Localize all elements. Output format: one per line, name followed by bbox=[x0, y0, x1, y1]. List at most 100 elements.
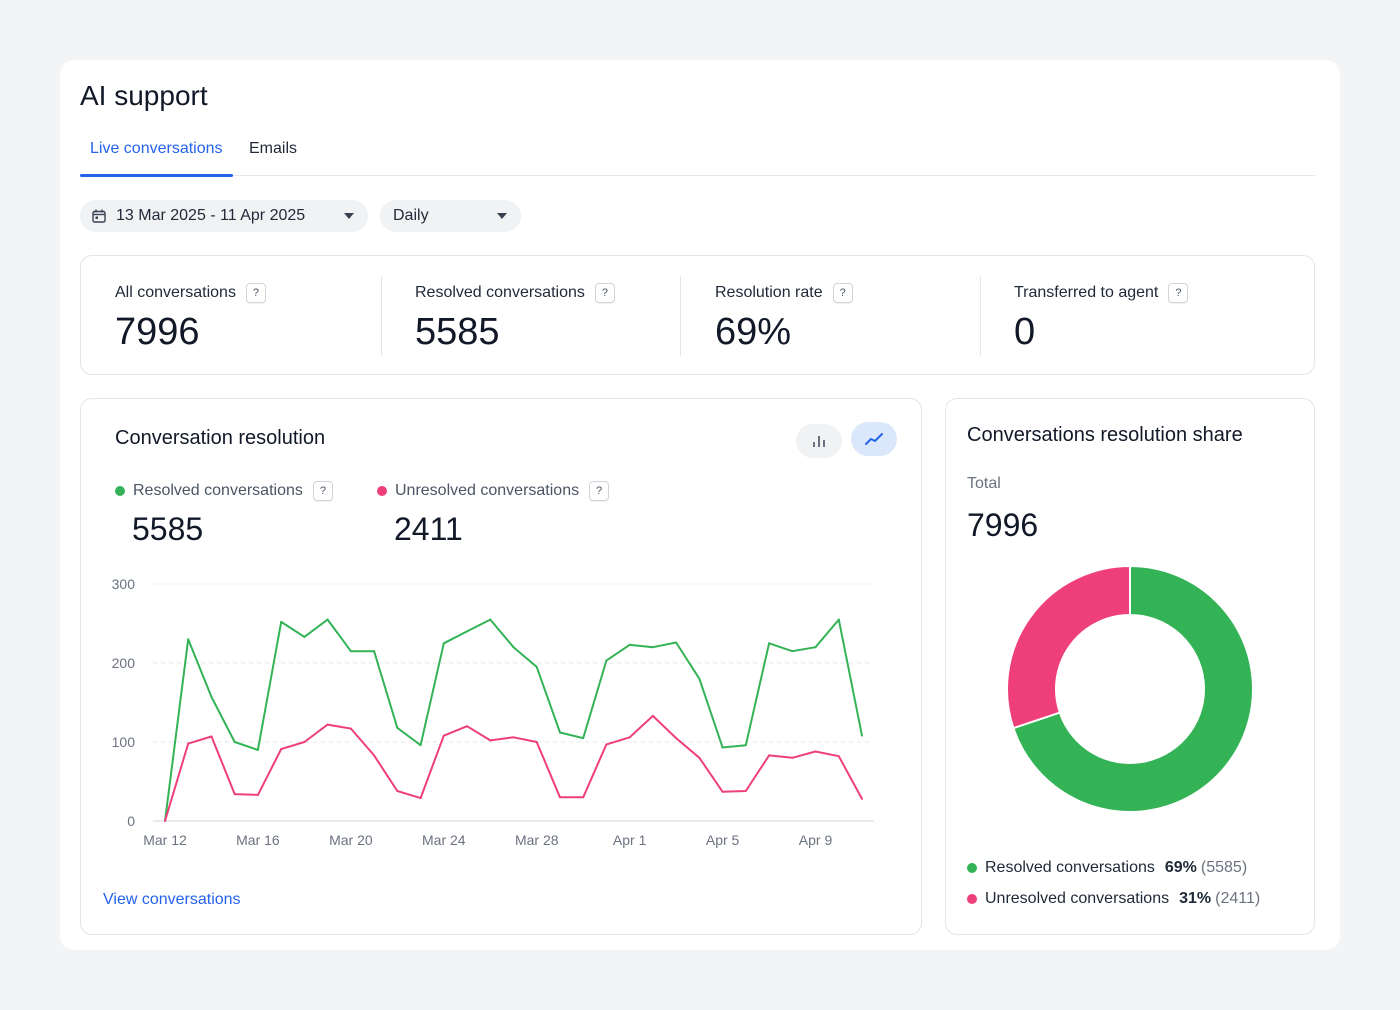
help-icon[interactable]: ? bbox=[312, 481, 333, 501]
x-tick-label: Mar 24 bbox=[422, 832, 466, 848]
unresolved-point bbox=[419, 797, 422, 800]
unresolved-point bbox=[558, 796, 561, 799]
resolved-point bbox=[791, 650, 794, 653]
stat-value: 69% bbox=[715, 311, 792, 353]
unresolved-count: 2411 bbox=[394, 511, 463, 547]
resolved-point bbox=[442, 642, 445, 645]
unresolved-point bbox=[442, 734, 445, 737]
tab-bar: Live conversations Emails bbox=[80, 132, 1315, 177]
view-conversations-link[interactable]: View conversations bbox=[103, 891, 241, 908]
resolved-point bbox=[489, 618, 492, 621]
unresolved-point bbox=[210, 735, 213, 738]
resolved-point bbox=[373, 650, 376, 653]
resolved-point bbox=[396, 726, 399, 729]
resolved-point bbox=[326, 618, 329, 621]
resolved-legend: Resolved conversations ? bbox=[115, 481, 333, 501]
help-icon[interactable]: ? bbox=[594, 283, 615, 303]
divider bbox=[680, 276, 681, 356]
y-tick-label: 200 bbox=[112, 655, 136, 671]
resolved-point bbox=[303, 635, 306, 638]
y-tick-label: 300 bbox=[112, 576, 136, 592]
tab-live-conversations[interactable]: Live conversations bbox=[80, 140, 232, 177]
unresolved-dot bbox=[377, 486, 387, 496]
date-range-select[interactable]: 13 Mar 2025 - 11 Apr 2025 bbox=[80, 200, 368, 232]
conversation-line-chart: 0 100 200 300 Mar 12 Mar 16 Mar 20 Mar 24 Mar 28… bbox=[112, 576, 874, 848]
chevron-down-icon bbox=[344, 213, 354, 219]
unresolved-point bbox=[187, 742, 190, 745]
unresolved-point bbox=[535, 741, 538, 743]
calendar-icon bbox=[92, 209, 106, 223]
unresolved-point bbox=[303, 741, 306, 743]
resolved-point bbox=[721, 746, 724, 749]
resolved-point bbox=[698, 677, 701, 680]
line-chart-toggle[interactable] bbox=[851, 422, 897, 456]
bar-chart-toggle[interactable] bbox=[796, 424, 842, 458]
resolved-point bbox=[535, 665, 538, 668]
resolved-count: 5585 bbox=[132, 511, 204, 547]
unresolved-point bbox=[791, 756, 794, 759]
resolved-point bbox=[814, 646, 817, 649]
unresolved-point bbox=[489, 739, 492, 742]
resolved-point bbox=[837, 618, 840, 621]
unresolved-point bbox=[814, 750, 817, 753]
x-tick-label: Apr 5 bbox=[706, 832, 740, 848]
unresolved-point bbox=[373, 754, 376, 757]
page-title: AI support bbox=[80, 80, 208, 111]
help-icon[interactable]: ? bbox=[245, 283, 266, 303]
divider bbox=[980, 276, 981, 356]
chevron-down-icon bbox=[497, 213, 507, 219]
x-tick-label: Mar 12 bbox=[143, 832, 187, 848]
x-tick-label: Mar 20 bbox=[329, 832, 373, 848]
unresolved-point bbox=[628, 736, 631, 739]
unresolved-series-line bbox=[164, 714, 863, 822]
resolved-point bbox=[349, 650, 352, 653]
stat-label: All conversations? bbox=[115, 283, 266, 303]
stat-label: Resolved conversations? bbox=[415, 283, 615, 303]
help-icon[interactable]: ? bbox=[832, 283, 853, 303]
conversation-resolution-card: Conversation resolution Resolved convers… bbox=[80, 398, 922, 935]
divider bbox=[381, 276, 382, 356]
stat-value: 7996 bbox=[115, 311, 200, 353]
resolved-point bbox=[651, 646, 654, 649]
unresolved-point bbox=[326, 723, 329, 726]
card-title: Conversations resolution share bbox=[967, 424, 1243, 446]
line-chart-icon bbox=[865, 433, 883, 445]
resolved-point bbox=[628, 643, 631, 646]
resolved-dot bbox=[967, 863, 977, 873]
share-legend-resolved: Resolved conversations 69% (5585) bbox=[967, 859, 1247, 877]
resolved-point bbox=[744, 744, 747, 747]
granularity-select[interactable]: Daily bbox=[380, 200, 521, 232]
x-tick-label: Mar 16 bbox=[236, 832, 280, 848]
resolved-dot bbox=[115, 486, 125, 496]
resolution-donut-chart bbox=[1006, 564, 1254, 813]
unresolved-legend: Unresolved conversations ? bbox=[377, 481, 610, 501]
unresolved-point bbox=[512, 736, 515, 739]
stat-label: Resolution rate? bbox=[715, 283, 853, 303]
resolved-point bbox=[280, 620, 283, 623]
unresolved-point bbox=[675, 737, 678, 740]
unresolved-slice bbox=[1006, 564, 1131, 730]
resolved-slice bbox=[1012, 564, 1254, 813]
resolved-series-line bbox=[164, 618, 863, 822]
tab-emails[interactable]: Emails bbox=[249, 140, 298, 157]
total-value: 7996 bbox=[967, 507, 1039, 543]
unresolved-point bbox=[651, 714, 654, 717]
help-icon[interactable]: ? bbox=[589, 481, 610, 501]
stats-summary: All conversations? 7996 Resolved convers… bbox=[80, 255, 1315, 375]
unresolved-point bbox=[582, 796, 585, 799]
resolved-point bbox=[210, 695, 213, 698]
resolution-share-card: Conversations resolution share Total 799… bbox=[945, 398, 1315, 935]
resolved-point bbox=[233, 741, 236, 743]
stat-label: Transferred to agent? bbox=[1014, 283, 1189, 303]
unresolved-point bbox=[721, 790, 724, 793]
x-tick-label: Apr 9 bbox=[799, 832, 833, 848]
help-icon[interactable]: ? bbox=[1168, 283, 1189, 303]
unresolved-point bbox=[768, 754, 771, 757]
total-label: Total bbox=[967, 475, 1001, 492]
unresolved-point bbox=[744, 789, 747, 792]
y-tick-label: 0 bbox=[127, 813, 135, 829]
resolved-point bbox=[512, 646, 515, 649]
unresolved-point bbox=[837, 755, 840, 758]
unresolved-point bbox=[256, 793, 259, 796]
unresolved-point bbox=[349, 727, 352, 730]
